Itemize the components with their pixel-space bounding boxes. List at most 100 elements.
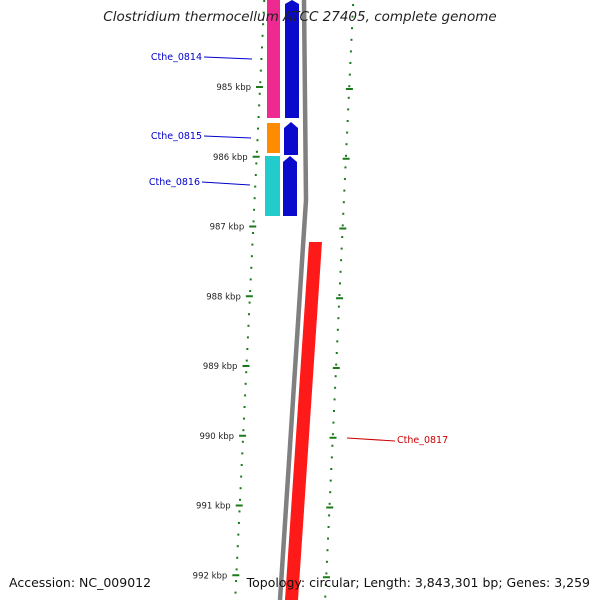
kbp-tick-mark-outer: [322, 576, 330, 579]
ring-dot: [350, 38, 353, 41]
ring-dot: [258, 92, 261, 95]
map-title: Clostridium thermocellum ATCC 27405, com…: [103, 9, 497, 25]
left-kbp-ticks: 985 kbp 986 kbp 987 kbp 988 kbp 989 kbp 990 k…: [193, 83, 263, 581]
ring-dot: [245, 371, 248, 374]
ring-dot: [257, 127, 260, 130]
ring-dot: [259, 69, 262, 72]
ring-dot: [261, 34, 264, 37]
kbp-tick-mark: [242, 365, 250, 367]
kbp-tick-mark-outer: [339, 227, 347, 230]
ring-dot: [333, 410, 336, 412]
ring-dot: [248, 301, 251, 304]
gene-leader-line: [203, 56, 253, 60]
kbp-tick-label: 986 kbp: [213, 153, 248, 163]
ring-dot: [246, 348, 249, 350]
ring-dot: [342, 212, 345, 215]
ring-dot: [335, 363, 338, 366]
ring-dot: [347, 96, 350, 99]
ring-dot: [326, 549, 329, 552]
ring-dot: [245, 359, 248, 362]
ring-dot: [346, 120, 349, 122]
cds-arrow-cthe-0817: [285, 242, 322, 600]
backbone-track: [277, 0, 309, 601]
cds-arrow-cthe-0814: [285, 0, 299, 118]
backbone-line: [277, 0, 309, 601]
ring-dot: [247, 324, 250, 327]
gene-leader-line: [203, 135, 252, 139]
gene-label-cthe-0816: Cthe_0816: [149, 177, 200, 188]
ring-dot: [331, 444, 334, 447]
ring-dot: [235, 568, 238, 571]
ring-dot: [234, 591, 237, 594]
ring-dot: [343, 178, 346, 180]
ring-dot: [240, 475, 243, 478]
gene-leader-line: [346, 437, 396, 442]
gene-features: [265, 0, 322, 600]
gene-block-cthe-0815: [267, 123, 280, 153]
ring-dot: [344, 166, 347, 169]
ring-dot: [259, 81, 262, 84]
ring-dot: [327, 537, 330, 540]
gene-labels: Cthe_0814 Cthe_0815 Cthe_0816 Cthe_0817: [149, 52, 448, 446]
ring-dot: [325, 560, 328, 563]
cds-arrow-cthe-0815: [284, 122, 298, 155]
accession-text: Accession: NC_009012: [9, 575, 152, 590]
ring-dot: [253, 208, 256, 211]
ring-dot: [327, 526, 330, 528]
ring-dot: [348, 73, 351, 76]
ring-dot: [236, 545, 239, 548]
right-dotted-ring: [324, 4, 355, 598]
kbp-tick-label: 987 kbp: [210, 223, 245, 233]
ring-dot: [330, 468, 333, 470]
ring-dot: [324, 595, 327, 598]
ring-dot: [239, 487, 242, 490]
right-kbp-ticks: [322, 88, 353, 579]
gene-block-cthe-0816: [265, 156, 280, 216]
ring-dot: [336, 340, 339, 343]
ring-dot: [332, 421, 335, 424]
ring-dot: [339, 270, 342, 273]
ring-dot: [350, 27, 353, 30]
ring-dot: [244, 382, 247, 385]
ring-dot: [336, 328, 339, 331]
kbp-tick-mark-outer: [345, 88, 353, 90]
ring-dot: [262, 11, 265, 14]
ring-dot: [253, 197, 256, 200]
ring-dot: [236, 556, 239, 559]
ring-dot: [338, 294, 341, 296]
gene-block-cthe-0814: [267, 0, 280, 118]
ring-dot: [260, 58, 263, 60]
kbp-tick-label: 988 kbp: [206, 292, 241, 302]
kbp-tick-mark-outer: [329, 436, 337, 439]
gene-label-cthe-0815: Cthe_0815: [151, 131, 202, 142]
ring-dot: [237, 533, 240, 536]
ring-dot: [238, 510, 241, 513]
ring-dot: [254, 185, 257, 188]
ring-dot: [333, 398, 336, 401]
kbp-tick-mark-outer: [336, 297, 344, 300]
kbp-tick-mark: [235, 504, 243, 507]
topology-text: Topology: circular; Length: 3,843,301 bp…: [246, 575, 590, 590]
ring-dot: [254, 174, 257, 176]
ring-dot: [324, 584, 327, 586]
ring-dot: [263, 0, 266, 2]
gene-leader-line: [201, 181, 251, 186]
ring-dot: [241, 440, 244, 443]
left-dotted-ring: [234, 0, 266, 594]
ring-dot: [255, 150, 258, 153]
ring-dot: [343, 189, 346, 192]
ring-dot: [335, 352, 338, 354]
ring-dot: [334, 375, 337, 378]
ring-dot: [352, 4, 355, 6]
ring-dot: [325, 572, 328, 575]
kbp-tick-mark: [252, 155, 260, 158]
kbp-tick-label: 992 kbp: [193, 571, 228, 581]
ring-dot: [351, 15, 354, 18]
kbp-tick-mark-outer: [342, 157, 350, 160]
ring-dot: [255, 162, 258, 165]
ring-dot: [256, 139, 259, 142]
ring-dot: [260, 46, 263, 49]
ring-dot: [345, 154, 348, 157]
